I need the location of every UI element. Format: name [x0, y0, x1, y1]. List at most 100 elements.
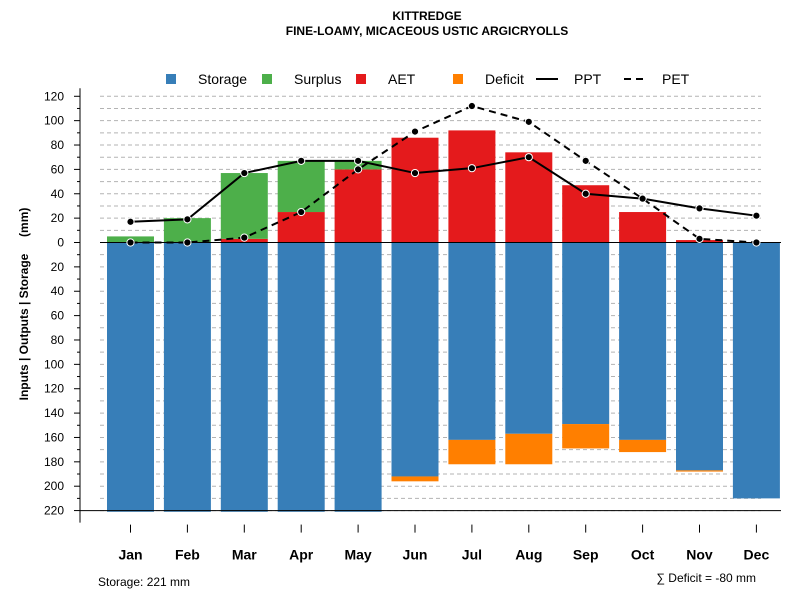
chart-title: KITTREDGE [392, 9, 461, 23]
y-tick-label: 20 [51, 260, 65, 274]
ppt-point-mar [240, 168, 249, 178]
chart-subtitle: FINE-LOAMY, MICACEOUS USTIC ARGICRYOLLS [286, 24, 568, 38]
y-tick-label: 40 [51, 284, 65, 298]
y-axis-label: Inputs | Outputs | Storage (mm) [17, 208, 31, 401]
x-tick-label-nov: Nov [686, 547, 713, 563]
storage-bar-jun [391, 242, 439, 477]
storage-bar-nov [676, 242, 723, 471]
surplus-bar-mar [220, 173, 268, 239]
x-tick-label-aug: Aug [515, 547, 542, 563]
y-tick-label: 0 [57, 236, 64, 250]
aet-bar-jun [391, 137, 439, 243]
axes: 1201008060402002040608010012014016018020… [44, 88, 781, 563]
y-tick-label: 140 [44, 406, 64, 420]
legend-label-pet: PET [662, 71, 690, 87]
y-tick-label: 100 [44, 357, 64, 371]
x-tick-label-apr: Apr [289, 547, 314, 563]
pet-point-jan [126, 238, 135, 247]
storage-note: Storage: 221 mm [98, 575, 190, 589]
storage-bar-sep [562, 242, 610, 425]
storage-bar-mar [220, 242, 268, 512]
deficit-bar-sep [562, 424, 610, 449]
legend-label-ppt: PPT [574, 71, 602, 87]
aet-bar-oct [619, 212, 667, 243]
legend-label-storage: Storage [198, 71, 247, 87]
legend-label-deficit: Deficit [485, 71, 524, 87]
legend-swatch-deficit [453, 74, 463, 84]
storage-bar-oct [619, 242, 667, 440]
x-tick-label-dec: Dec [744, 547, 770, 563]
pet-point-sep [581, 156, 590, 165]
storage-bar-dec [732, 242, 780, 499]
aet-bar-apr [277, 212, 325, 243]
storage-bar-jul [448, 242, 496, 440]
y-tick-label: 200 [44, 479, 64, 493]
pet-point-mar [240, 233, 249, 242]
legend-label-surplus: Surplus [294, 71, 341, 87]
deficit-bar-nov [676, 470, 723, 472]
x-tick-label-mar: Mar [232, 547, 257, 563]
pet-point-feb [183, 238, 192, 247]
y-tick-label: 80 [51, 333, 65, 347]
pet-point-oct [638, 194, 647, 203]
pet-point-may [354, 165, 363, 174]
y-tick-label: 40 [51, 187, 65, 201]
y-tick-label: 80 [51, 138, 65, 152]
deficit-bar-oct [619, 439, 667, 453]
deficit-bar-aug [505, 433, 553, 465]
deficit-bar-jul [448, 439, 496, 465]
pet-point-apr [297, 207, 306, 217]
x-tick-label-oct: Oct [631, 547, 655, 563]
storage-bar-feb [163, 242, 211, 512]
aet-bar-jul [448, 130, 496, 243]
legend-swatch-surplus [262, 74, 272, 84]
y-tick-label: 180 [44, 455, 64, 469]
x-tick-label-jan: Jan [118, 547, 142, 563]
ppt-point-dec [752, 211, 761, 220]
deficit-bar-jun [391, 476, 439, 482]
deficit-note: ∑ Deficit = -80 mm [656, 571, 756, 585]
ppt-line [130, 156, 757, 223]
y-tick-label: 60 [51, 162, 65, 176]
y-tick-label: 100 [44, 114, 64, 128]
legend-swatch-storage [166, 74, 176, 84]
ppt-point-aug [524, 153, 533, 162]
pet-point-dec [752, 238, 761, 247]
pet-point-aug [524, 117, 533, 126]
pet-point-jul [467, 101, 476, 111]
ppt-point-sep [581, 189, 590, 198]
pet-point-jun [410, 127, 420, 136]
y-tick-label: 120 [44, 382, 64, 396]
storage-bar-apr [277, 242, 325, 512]
x-tick-label-jul: Jul [462, 547, 482, 563]
ppt-point-jan [126, 217, 135, 226]
ppt-point-apr [297, 156, 306, 165]
storage-bar-aug [505, 242, 553, 434]
y-tick-label: 120 [44, 89, 64, 103]
x-tick-label-jun: Jun [403, 547, 428, 563]
bars [100, 130, 781, 512]
surplus-bar-may [334, 160, 382, 170]
legend: Storage Surplus AET Deficit PPT PET [166, 71, 690, 87]
series-lines [126, 101, 761, 247]
y-tick-label: 160 [44, 430, 64, 444]
aet-bar-aug [505, 152, 553, 243]
ppt-point-nov [695, 204, 704, 213]
ppt-point-jul [467, 164, 476, 173]
y-tick-label: 220 [44, 504, 64, 518]
legend-swatch-aet [356, 74, 366, 84]
storage-bar-jan [107, 242, 154, 512]
ppt-point-feb [183, 215, 192, 224]
pet-point-nov [695, 234, 704, 243]
y-tick-label: 20 [51, 211, 65, 225]
legend-label-aet: AET [388, 71, 416, 87]
aet-bar-may [334, 169, 382, 243]
x-tick-label-may: May [344, 547, 371, 563]
x-tick-label-feb: Feb [175, 547, 200, 563]
surplus-bar-apr [277, 160, 325, 213]
y-tick-label: 60 [51, 309, 65, 323]
x-tick-label-sep: Sep [573, 547, 599, 563]
storage-bar-may [334, 242, 382, 512]
ppt-point-may [354, 156, 363, 165]
